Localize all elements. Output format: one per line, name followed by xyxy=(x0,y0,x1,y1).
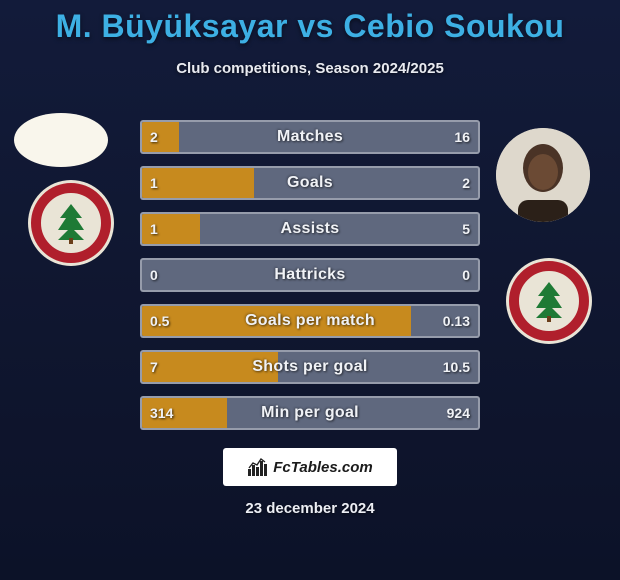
comparison-bars: Matches216Goals12Assists15Hattricks00Goa… xyxy=(140,120,480,442)
stat-row: Assists1 5 xyxy=(140,212,480,246)
stat-value-left: 1 xyxy=(150,166,158,200)
stat-row: Goals per match0.5 0.13 xyxy=(140,304,480,338)
brand-text: FcTables.com xyxy=(273,459,372,476)
stat-label: Goals xyxy=(140,166,480,200)
snapshot-date: 23 december 2024 xyxy=(0,500,620,517)
stat-value-left: 2 xyxy=(150,120,158,154)
stat-value-left: 1 xyxy=(150,212,158,246)
club-badge-left xyxy=(28,180,114,266)
stat-label: Matches xyxy=(140,120,480,154)
stat-value-right: 5 xyxy=(462,212,470,246)
brand-badge[interactable]: FcTables.com xyxy=(223,448,397,486)
stat-label: Goals per match xyxy=(140,304,480,338)
stat-row: Matches2 16 xyxy=(140,120,480,154)
stat-value-left: 7 xyxy=(150,350,158,384)
stat-label: Assists xyxy=(140,212,480,246)
club-badge-right xyxy=(506,258,592,344)
stat-value-right: 0.13 xyxy=(443,304,470,338)
stat-row: Hattricks0 0 xyxy=(140,258,480,292)
avatar-silhouette-icon xyxy=(496,128,590,222)
stat-value-right: 10.5 xyxy=(443,350,470,384)
page-subtitle: Club competitions, Season 2024/2025 xyxy=(0,60,620,77)
stat-label: Shots per goal xyxy=(140,350,480,384)
stat-value-left: 314 xyxy=(150,396,173,430)
stat-row: Shots per goal7 10.5 xyxy=(140,350,480,384)
stat-row: Goals1 2 xyxy=(140,166,480,200)
stat-label: Min per goal xyxy=(140,396,480,430)
stat-value-right: 2 xyxy=(462,166,470,200)
player-right-avatar xyxy=(496,128,590,222)
stat-value-right: 0 xyxy=(462,258,470,292)
stat-value-right: 924 xyxy=(447,396,470,430)
stat-value-left: 0.5 xyxy=(150,304,169,338)
stat-value-right: 16 xyxy=(454,120,470,154)
tree-icon xyxy=(54,202,88,244)
bars-logo-icon xyxy=(247,457,269,477)
page-title: M. Büyüksayar vs Cebio Soukou xyxy=(0,8,620,45)
stat-label: Hattricks xyxy=(140,258,480,292)
tree-icon xyxy=(532,280,566,322)
comparison-widget: M. Büyüksayar vs Cebio Soukou Club compe… xyxy=(0,0,620,580)
stat-value-left: 0 xyxy=(150,258,158,292)
player-left-avatar xyxy=(14,113,108,167)
stat-row: Min per goal314 924 xyxy=(140,396,480,430)
